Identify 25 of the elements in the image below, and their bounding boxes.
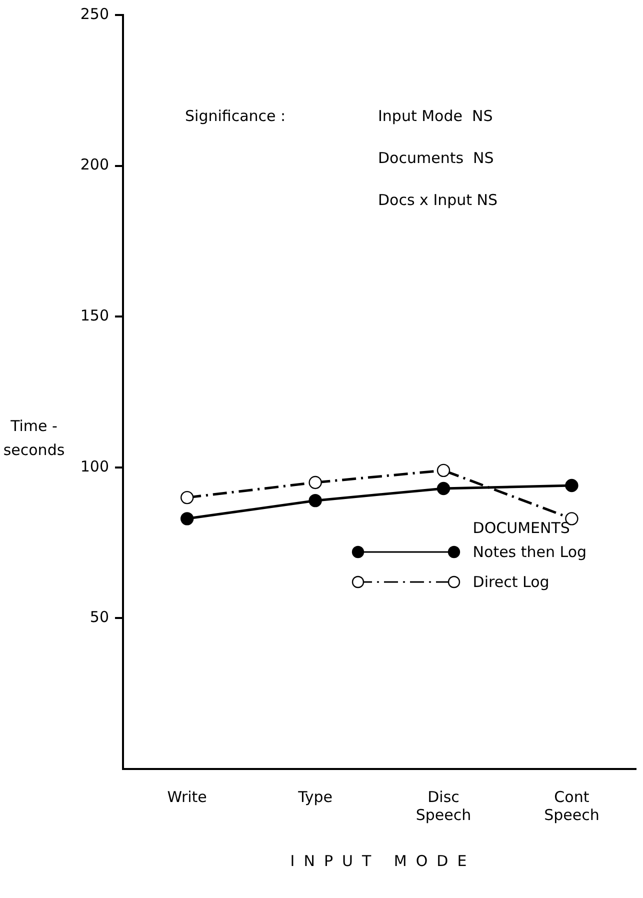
point bbox=[180, 490, 194, 504]
y-tick-label: 50 bbox=[90, 608, 109, 626]
annotation: Input Mode NS bbox=[378, 106, 493, 125]
point bbox=[565, 478, 578, 492]
x-tick-label: Cont Speech bbox=[544, 788, 600, 824]
y-tick-label: 200 bbox=[80, 156, 109, 174]
y-tick-label: 100 bbox=[80, 457, 109, 476]
x-tick-label: Write bbox=[167, 788, 207, 806]
x-tick-label: Disc Speech bbox=[416, 788, 472, 824]
legend-label: Notes then Log bbox=[472, 543, 587, 561]
point bbox=[180, 512, 194, 526]
x-axis-title: INPUT MODE bbox=[289, 852, 477, 870]
point bbox=[436, 464, 450, 478]
point bbox=[308, 476, 322, 490]
point bbox=[308, 494, 322, 508]
legend-label: Direct Log bbox=[472, 573, 550, 591]
y-axis-title: Time - seconds bbox=[3, 416, 65, 459]
y-tick-label: 250 bbox=[80, 4, 109, 23]
point bbox=[436, 482, 450, 496]
annotation: Docs x Input NS bbox=[378, 190, 498, 209]
legend-title: DOCUMENTS bbox=[472, 519, 571, 537]
x-tick-label: Type bbox=[297, 788, 333, 806]
annotation: Documents NS bbox=[378, 148, 494, 167]
y-tick-label: 150 bbox=[80, 306, 109, 324]
annotation: Significance : bbox=[185, 106, 286, 125]
